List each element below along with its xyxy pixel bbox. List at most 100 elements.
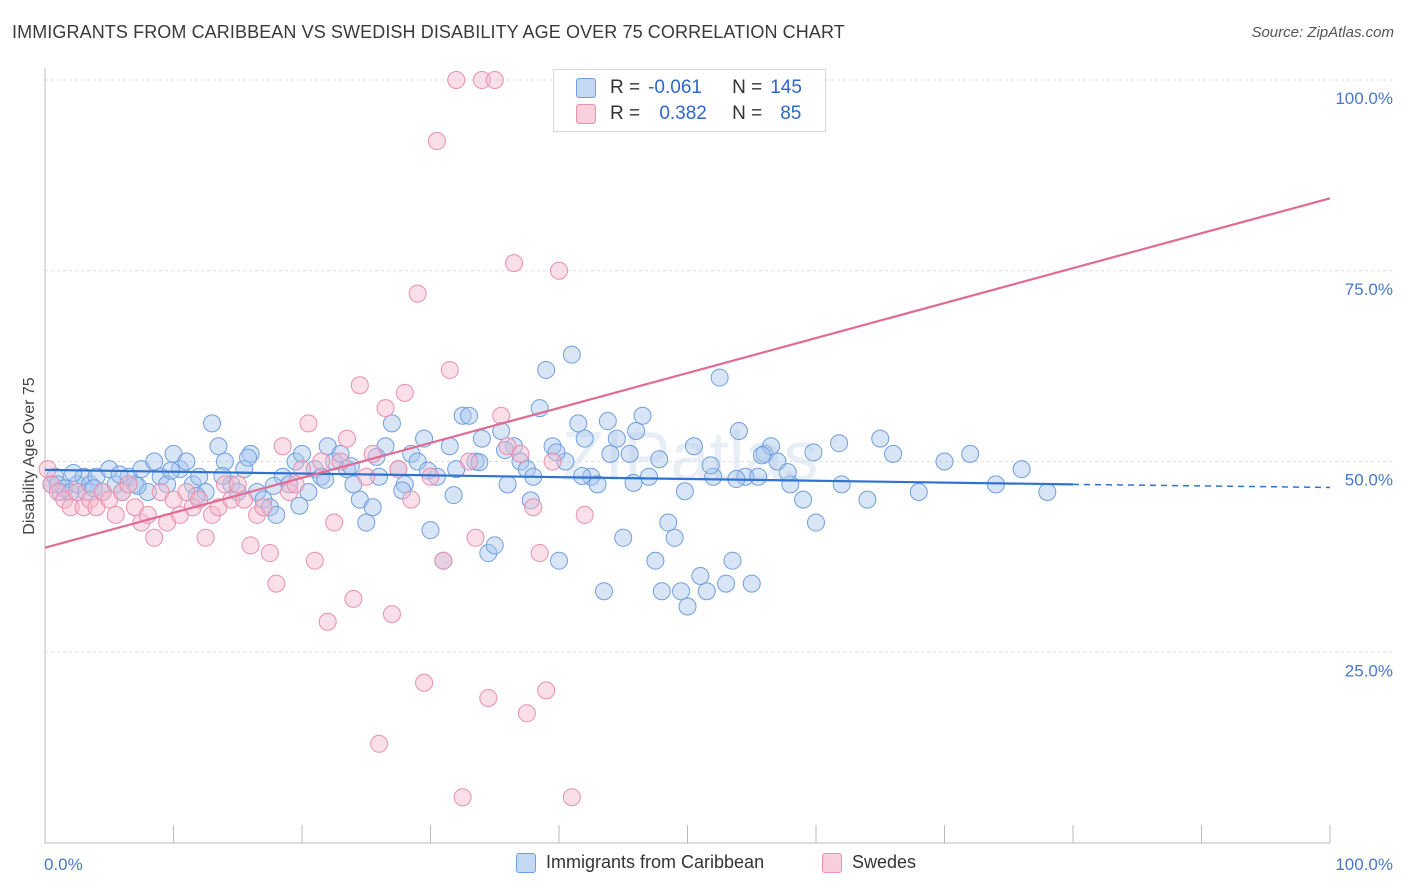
data-point-immigrants: [633, 406, 652, 425]
bottom-legend-swedes: Swedes: [822, 852, 916, 873]
data-point-swedes: [248, 505, 267, 524]
data-point-swedes: [402, 490, 421, 509]
data-point-swedes: [485, 71, 504, 89]
data-point-swedes: [267, 574, 286, 593]
data-point-immigrants: [672, 582, 691, 601]
data-point-immigrants: [723, 551, 742, 570]
data-point-immigrants: [624, 473, 643, 492]
legend-swatch-pink: [576, 104, 596, 124]
source-label: Source: ZipAtlas.com: [1251, 24, 1394, 41]
data-point-immigrants: [190, 467, 209, 486]
data-point-swedes: [61, 498, 80, 517]
data-point-swedes: [543, 452, 562, 471]
data-point-immigrants: [286, 452, 305, 471]
data-point-immigrants: [521, 491, 540, 510]
legend-swatch-blue: [576, 78, 596, 98]
data-point-immigrants: [492, 421, 511, 440]
data-point-swedes: [42, 475, 61, 494]
data-point-immigrants: [128, 476, 147, 495]
data-point-immigrants: [100, 460, 119, 479]
data-point-immigrants: [858, 490, 877, 509]
data-point-immigrants: [293, 444, 311, 463]
data-point-swedes: [299, 414, 318, 433]
data-point-immigrants: [749, 467, 768, 486]
data-point-immigrants: [620, 444, 639, 463]
y-tick-label: 50.0%: [1345, 471, 1393, 490]
data-point-swedes: [228, 475, 247, 494]
trend-line-swedes: [44, 197, 1331, 549]
data-point-immigrants: [646, 551, 665, 570]
data-point-swedes: [434, 551, 453, 570]
data-point-swedes: [74, 498, 93, 517]
data-point-immigrants: [393, 481, 412, 500]
data-point-immigrants: [562, 345, 581, 364]
data-point-immigrants: [884, 444, 903, 463]
data-point-immigrants: [588, 475, 607, 494]
data-point-swedes: [530, 544, 549, 563]
data-point-immigrants: [537, 360, 556, 379]
data-point-immigrants: [427, 467, 446, 486]
bottom-legend-swatch-pink: [822, 852, 842, 873]
y-axis-label: Disability Age Over 75: [21, 377, 38, 535]
data-point-swedes: [337, 429, 356, 448]
legend-row-immigrants: R = -0.061 N = 145: [576, 76, 802, 100]
data-point-swedes: [460, 452, 479, 471]
data-point-immigrants: [1038, 483, 1057, 502]
chart-title: IMMIGRANTS FROM CARIBBEAN VS SWEDISH DIS…: [12, 22, 845, 42]
gridlines: [45, 79, 1395, 653]
data-point-immigrants: [498, 475, 517, 494]
data-point-swedes: [196, 528, 215, 547]
data-point-swedes: [350, 376, 369, 395]
data-point-immigrants: [215, 452, 234, 471]
data-point-immigrants: [363, 498, 382, 517]
data-point-swedes: [280, 483, 299, 502]
data-point-immigrants: [505, 437, 524, 456]
data-point-immigrants: [453, 406, 472, 425]
bottom-legend-label: Swedes: [852, 852, 917, 872]
data-point-immigrants: [614, 528, 633, 547]
data-point-swedes: [254, 498, 273, 517]
data-point-immigrants: [556, 452, 575, 471]
series-swedes-points: [38, 71, 620, 807]
data-point-immigrants: [935, 452, 954, 471]
data-point-immigrants: [753, 446, 772, 465]
y-tick-labels: 25.0% 50.0% 75.0% 100.0%: [1335, 89, 1393, 680]
data-point-swedes: [427, 132, 446, 151]
data-point-immigrants: [239, 448, 258, 467]
data-point-swedes: [305, 551, 324, 570]
legend-n-value: 85: [780, 103, 802, 124]
data-point-swedes: [318, 612, 337, 631]
data-point-swedes: [453, 788, 472, 807]
data-point-swedes: [273, 437, 292, 456]
legend-n-value: 145: [770, 77, 802, 98]
data-point-immigrants: [961, 444, 980, 463]
legend-r-label: R =: [610, 103, 641, 124]
data-point-immigrants: [485, 536, 504, 555]
data-point-immigrants: [607, 429, 626, 448]
data-point-immigrants: [177, 452, 196, 471]
x-tick-labels: 0.0% 100.0%: [44, 855, 1393, 874]
data-point-swedes: [395, 383, 414, 402]
legend-n-label: N =: [732, 77, 763, 98]
data-point-swedes: [537, 681, 556, 700]
stats-legend: R = -0.061 N = 145 R = 0.382 N = 85: [553, 69, 826, 132]
data-point-immigrants: [382, 414, 401, 433]
data-point-immigrants: [871, 429, 890, 448]
data-point-immigrants: [158, 475, 177, 494]
data-point-immigrants: [701, 456, 720, 475]
data-point-immigrants: [573, 466, 592, 485]
data-point-swedes: [472, 71, 491, 89]
data-point-immigrants: [138, 483, 157, 502]
data-point-immigrants: [794, 490, 813, 509]
data-point-swedes: [415, 673, 434, 692]
data-point-swedes: [479, 689, 498, 708]
data-point-swedes: [357, 467, 376, 486]
series-immigrants-points: [42, 345, 1057, 616]
data-point-swedes: [511, 444, 530, 463]
data-point-swedes: [408, 284, 427, 303]
data-point-immigrants: [675, 482, 694, 501]
data-point-immigrants: [84, 479, 103, 498]
data-point-swedes: [113, 483, 132, 502]
data-point-immigrants: [511, 452, 530, 471]
